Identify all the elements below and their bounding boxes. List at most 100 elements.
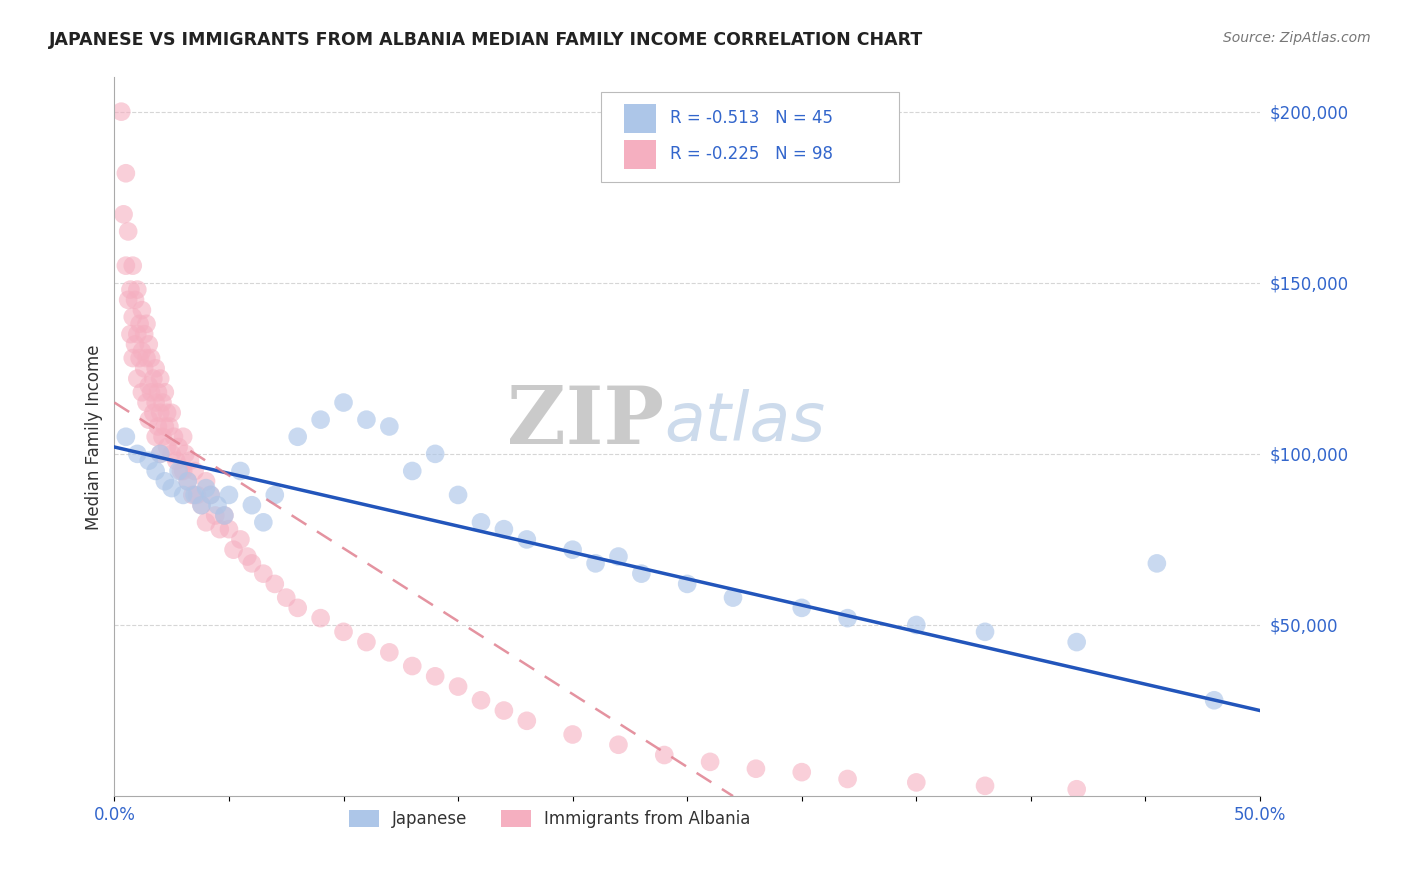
Text: ZIP: ZIP	[508, 384, 664, 461]
Point	[128, 351, 150, 365]
Point	[378, 645, 401, 659]
Point	[172, 430, 194, 444]
Point	[145, 361, 167, 376]
Point	[165, 454, 187, 468]
Point	[138, 378, 160, 392]
Point	[837, 611, 859, 625]
Point	[607, 549, 630, 564]
Point	[309, 412, 332, 426]
Point	[190, 498, 212, 512]
Point	[127, 283, 149, 297]
Point	[131, 385, 153, 400]
Text: JAPANESE VS IMMIGRANTS FROM ALBANIA MEDIAN FAMILY INCOME CORRELATION CHART: JAPANESE VS IMMIGRANTS FROM ALBANIA MEDI…	[49, 31, 924, 49]
Point	[745, 762, 768, 776]
Point	[138, 454, 160, 468]
Point	[236, 549, 259, 564]
FancyBboxPatch shape	[602, 92, 898, 182]
Point	[470, 516, 492, 530]
Point	[183, 464, 205, 478]
Point	[149, 406, 172, 420]
Point	[561, 542, 583, 557]
Point	[263, 488, 285, 502]
Point	[160, 406, 183, 420]
FancyBboxPatch shape	[624, 104, 657, 133]
Point	[170, 464, 193, 478]
Point	[263, 577, 285, 591]
Text: Source: ZipAtlas.com: Source: ZipAtlas.com	[1223, 31, 1371, 45]
Point	[905, 775, 928, 789]
Point	[1066, 782, 1088, 797]
Point	[190, 498, 212, 512]
Point	[195, 475, 218, 489]
Point	[652, 747, 675, 762]
Point	[974, 624, 997, 639]
Point	[115, 166, 138, 180]
Point	[138, 337, 160, 351]
Point	[425, 447, 447, 461]
Point	[160, 447, 183, 461]
Point	[127, 371, 149, 385]
Point	[134, 327, 156, 342]
Point	[183, 488, 205, 502]
Point	[127, 447, 149, 461]
Point	[356, 635, 378, 649]
Point	[974, 779, 997, 793]
Point	[492, 522, 515, 536]
Point	[222, 542, 245, 557]
Point	[207, 498, 229, 512]
Point	[332, 395, 354, 409]
Point	[110, 104, 132, 119]
Point	[790, 600, 813, 615]
Point	[145, 464, 167, 478]
Point	[135, 351, 157, 365]
FancyBboxPatch shape	[624, 140, 657, 169]
Point	[1066, 635, 1088, 649]
Point	[585, 557, 607, 571]
Point	[630, 566, 652, 581]
Point	[721, 591, 744, 605]
Point	[492, 704, 515, 718]
Point	[160, 481, 183, 495]
Point	[167, 440, 190, 454]
Point	[145, 430, 167, 444]
Point	[200, 488, 222, 502]
Point	[172, 464, 194, 478]
Point	[117, 293, 139, 307]
Point	[561, 727, 583, 741]
Point	[172, 488, 194, 502]
Point	[276, 591, 298, 605]
Point	[152, 430, 174, 444]
Point	[229, 464, 252, 478]
Point	[138, 412, 160, 426]
Point	[401, 659, 423, 673]
Point	[470, 693, 492, 707]
Point	[516, 533, 538, 547]
Point	[153, 385, 176, 400]
Point	[790, 765, 813, 780]
Point	[287, 430, 309, 444]
Point	[425, 669, 447, 683]
Point	[124, 337, 146, 351]
Point	[163, 430, 186, 444]
Point	[240, 498, 263, 512]
Point	[142, 406, 165, 420]
Point	[287, 600, 309, 615]
Point	[676, 577, 699, 591]
Point	[447, 488, 470, 502]
Point	[309, 611, 332, 625]
Point	[134, 361, 156, 376]
Point	[156, 440, 179, 454]
Point	[139, 351, 162, 365]
Point	[252, 516, 274, 530]
Point	[139, 385, 162, 400]
Point	[124, 293, 146, 307]
Point	[115, 430, 138, 444]
Point	[153, 475, 176, 489]
Point	[240, 557, 263, 571]
Point	[149, 371, 172, 385]
Point	[1204, 693, 1226, 707]
Point	[208, 522, 231, 536]
Point	[252, 566, 274, 581]
Point	[905, 618, 928, 632]
Point	[378, 419, 401, 434]
